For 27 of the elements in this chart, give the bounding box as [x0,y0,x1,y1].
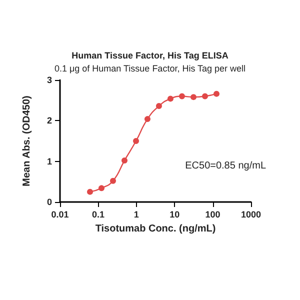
x-tick-label: 0.01 [51,210,69,220]
point [214,90,220,97]
point [167,96,174,102]
point [87,188,93,195]
x-tick-label: 100 [205,210,220,220]
y-tick-label: 1 [46,156,52,166]
point [144,116,150,122]
point [98,185,104,192]
chart-title: Human Tissue Factor, His Tag ELISA [72,50,229,60]
x-axis-title: Tisotumab Conc. (ng/mL) [95,224,216,234]
point [156,103,162,110]
point [190,94,197,100]
y-tick-label: 3 [46,75,52,85]
x-tick-label: 0.1 [92,210,104,220]
point [122,158,128,164]
y-tick-label: 0 [46,197,52,207]
x-tick-label: 1000 [240,210,262,220]
x-tick-label: 10 [170,210,180,220]
y-tick-label: 2 [46,116,52,126]
annotation: EC50=0.85 ng/mL [185,160,266,172]
point [178,93,185,100]
point [110,178,116,184]
y-axis-title: Mean Abs. (OD450) [22,96,32,186]
chart-subtitle: 0.1 μg of Human Tissue Factor, His Tag per well [54,64,246,74]
point [133,138,140,144]
x-tick-label: 1 [134,210,139,220]
point [202,93,208,100]
